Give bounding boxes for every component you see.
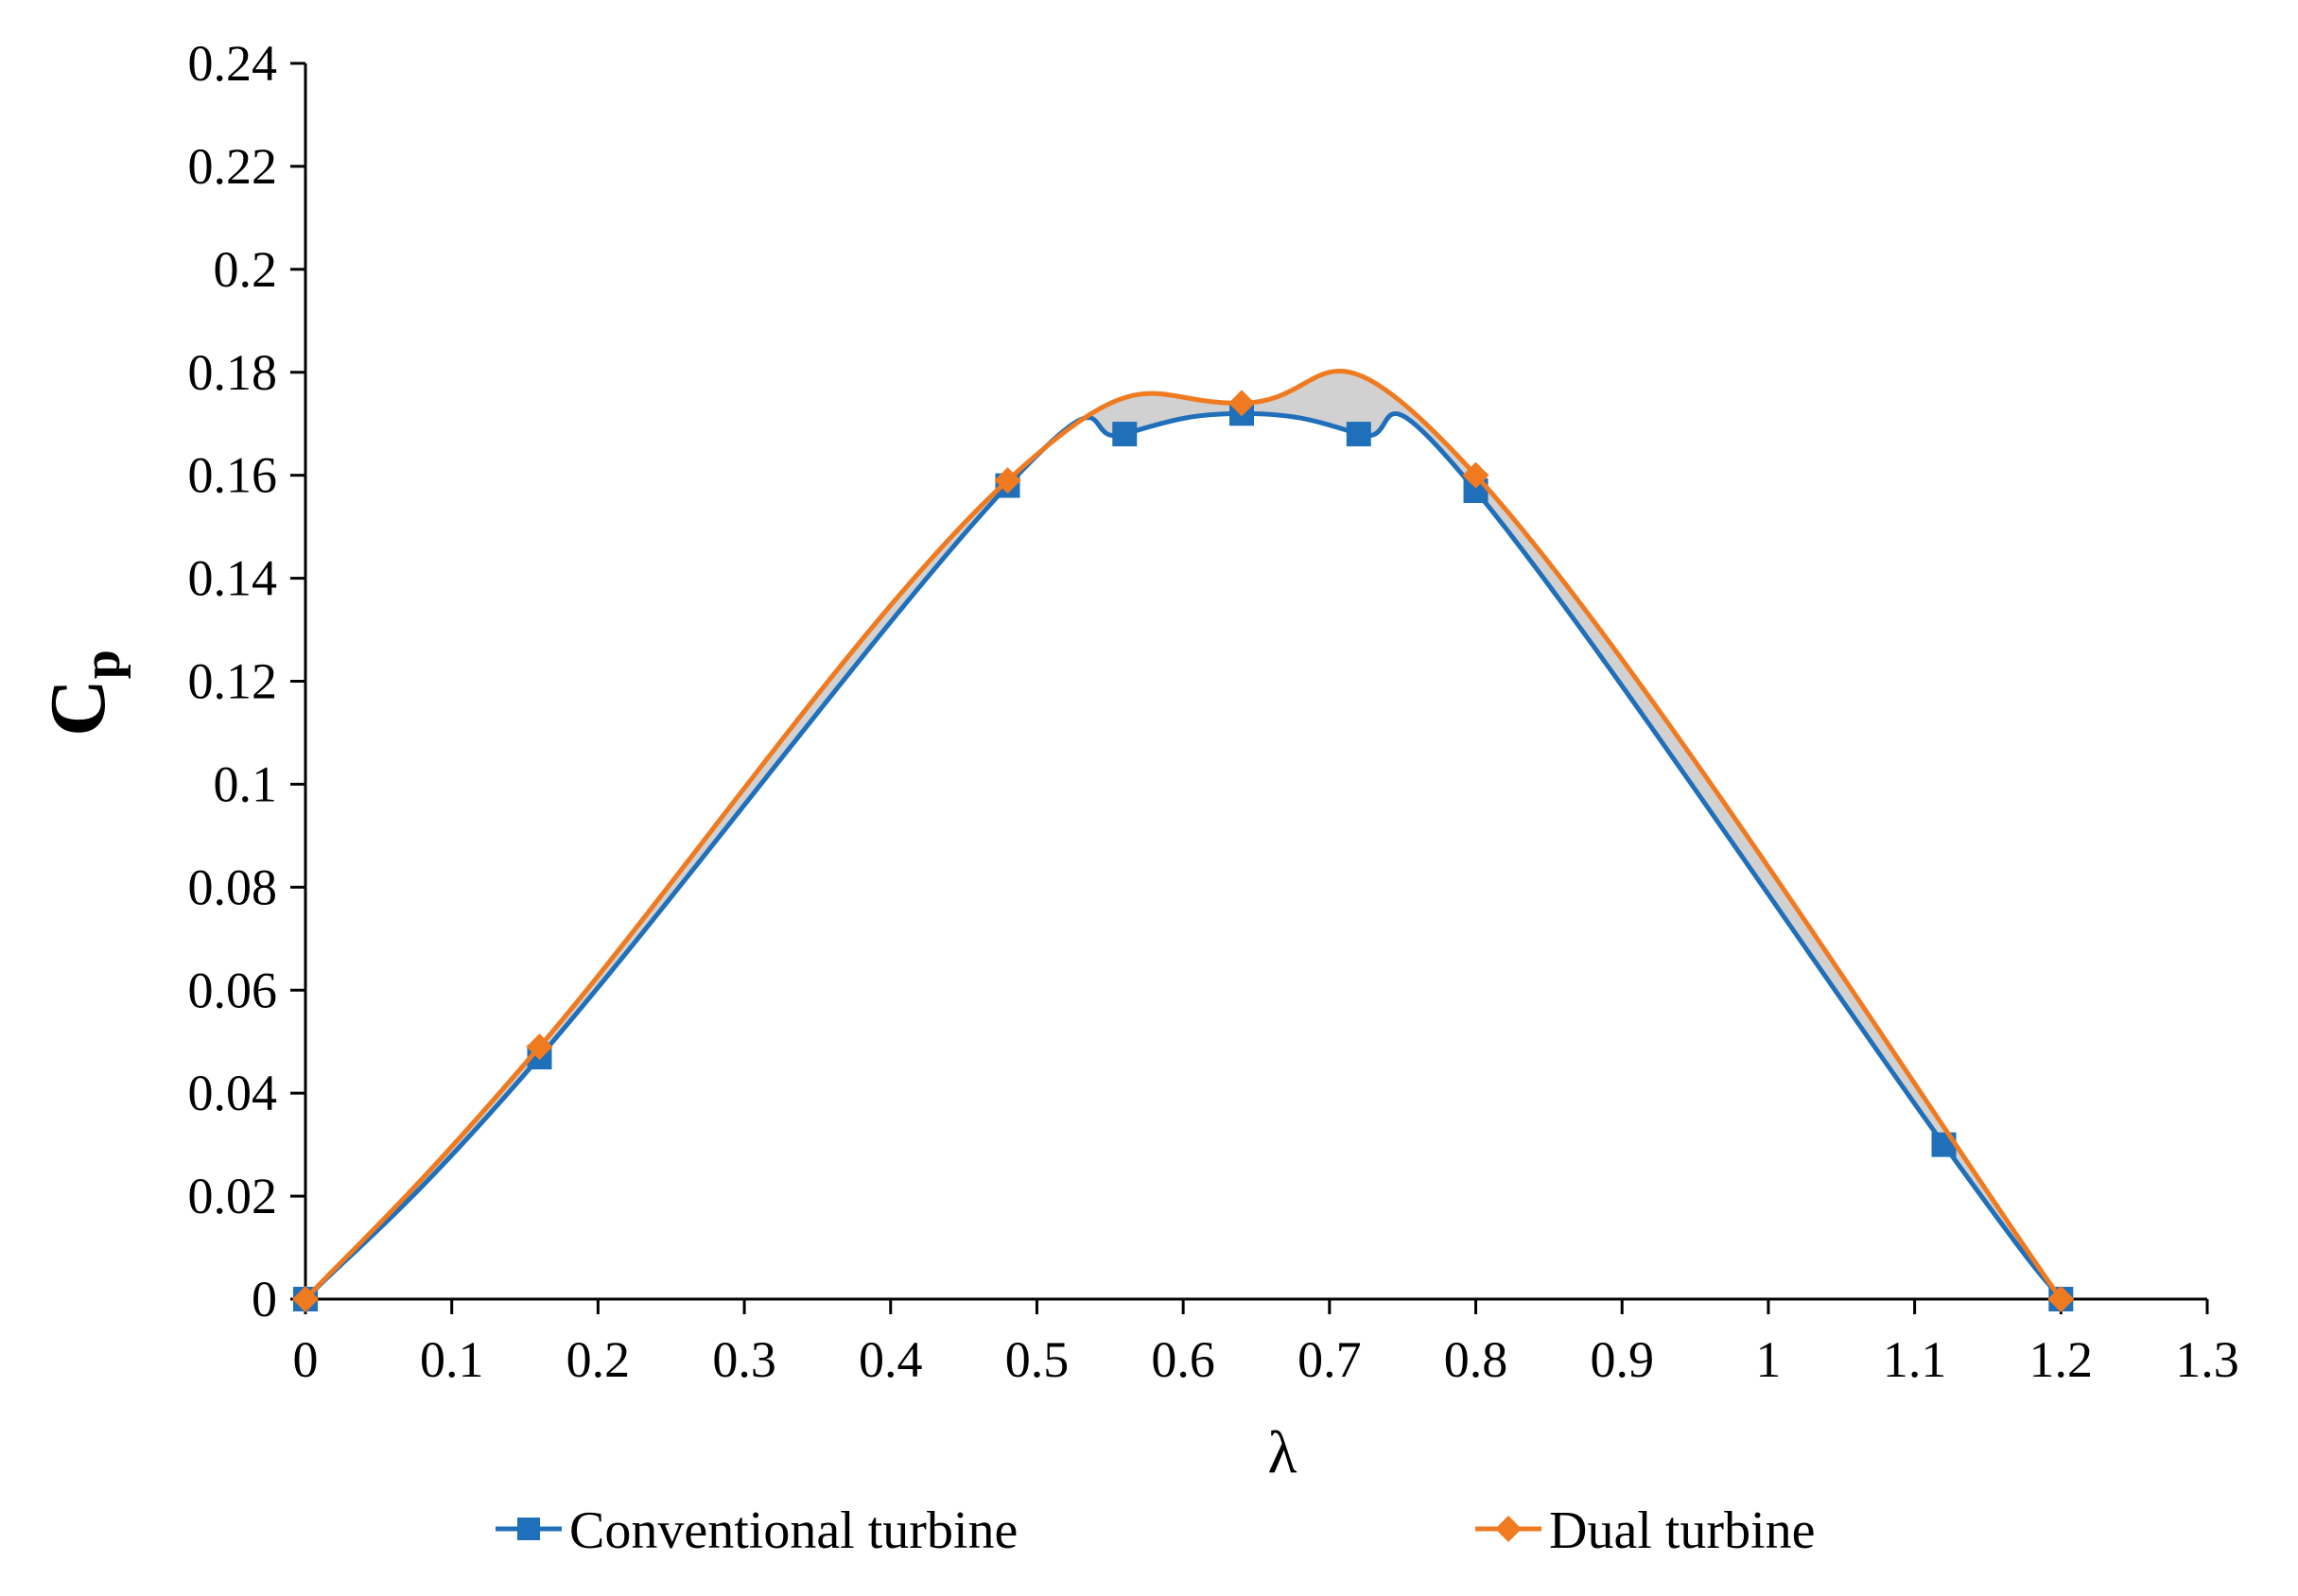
y-axis-title-subscript: p	[73, 650, 131, 679]
y-tick-label: 0.2	[214, 241, 278, 298]
y-tick-label: 0.08	[188, 859, 278, 915]
y-tick-label: 0.12	[188, 653, 278, 710]
data-point-dual	[526, 1033, 553, 1061]
legend-marker-dual	[1495, 1516, 1522, 1542]
x-axis-title: λ	[1267, 1418, 1297, 1485]
data-point-dual	[292, 1286, 319, 1312]
y-tick-label: 0.02	[188, 1168, 278, 1224]
data-point-dual	[994, 467, 1021, 494]
x-tick-label: 0.9	[1590, 1331, 1654, 1388]
data-point-dual	[1228, 390, 1256, 417]
series-layer	[292, 368, 2075, 1312]
x-tick-label: 0.7	[1297, 1331, 1362, 1388]
x-tick-label: 0.8	[1444, 1331, 1508, 1388]
legend-label-conventional: Conventional turbine	[569, 1501, 1018, 1560]
x-tick-label: 0.1	[420, 1331, 484, 1388]
y-tick-label: 0.1	[214, 755, 278, 812]
data-point-conventional	[1346, 422, 1371, 447]
legend-marker-conventional	[517, 1518, 540, 1540]
x-tick-label: 1.3	[2175, 1331, 2239, 1388]
x-tick-label: 0.4	[859, 1331, 923, 1388]
x-tick-label: 1.1	[1883, 1331, 1947, 1388]
y-tick-label: 0.06	[188, 962, 278, 1018]
x-tick-label: 0.6	[1151, 1331, 1215, 1388]
y-axis-title: Cp	[34, 650, 131, 737]
y-tick-label: 0.24	[188, 35, 278, 92]
data-point-dual	[2047, 1286, 2075, 1312]
data-point-dual	[1462, 461, 1489, 489]
legend: Conventional turbine Dual turbine	[496, 1501, 1815, 1560]
y-axis-title-main: C	[34, 679, 122, 737]
y-tick-label: 0.16	[188, 447, 278, 504]
legend-label-dual: Dual turbine	[1549, 1501, 1815, 1560]
x-tick-label: 0	[293, 1331, 319, 1388]
y-tick-label: 0.18	[188, 344, 278, 401]
y-tick-label: 0.14	[188, 550, 278, 607]
y-tick-label: 0.22	[188, 138, 278, 195]
x-tick-label: 0.5	[1005, 1331, 1070, 1388]
data-point-conventional	[1112, 422, 1138, 447]
x-tick-label: 0.3	[712, 1331, 776, 1388]
x-tick-label: 1.2	[2029, 1331, 2094, 1388]
x-tick-label: 0.2	[566, 1331, 631, 1388]
y-tick-label: 0	[252, 1271, 277, 1327]
x-tick-label: 1	[1755, 1331, 1781, 1388]
axes: 0 0.02 0.04 0.06 0.08 0.1 0.12 0.14 0.16 0.18 0.2 0…	[188, 35, 2239, 1388]
y-tick-label: 0.04	[188, 1065, 278, 1121]
